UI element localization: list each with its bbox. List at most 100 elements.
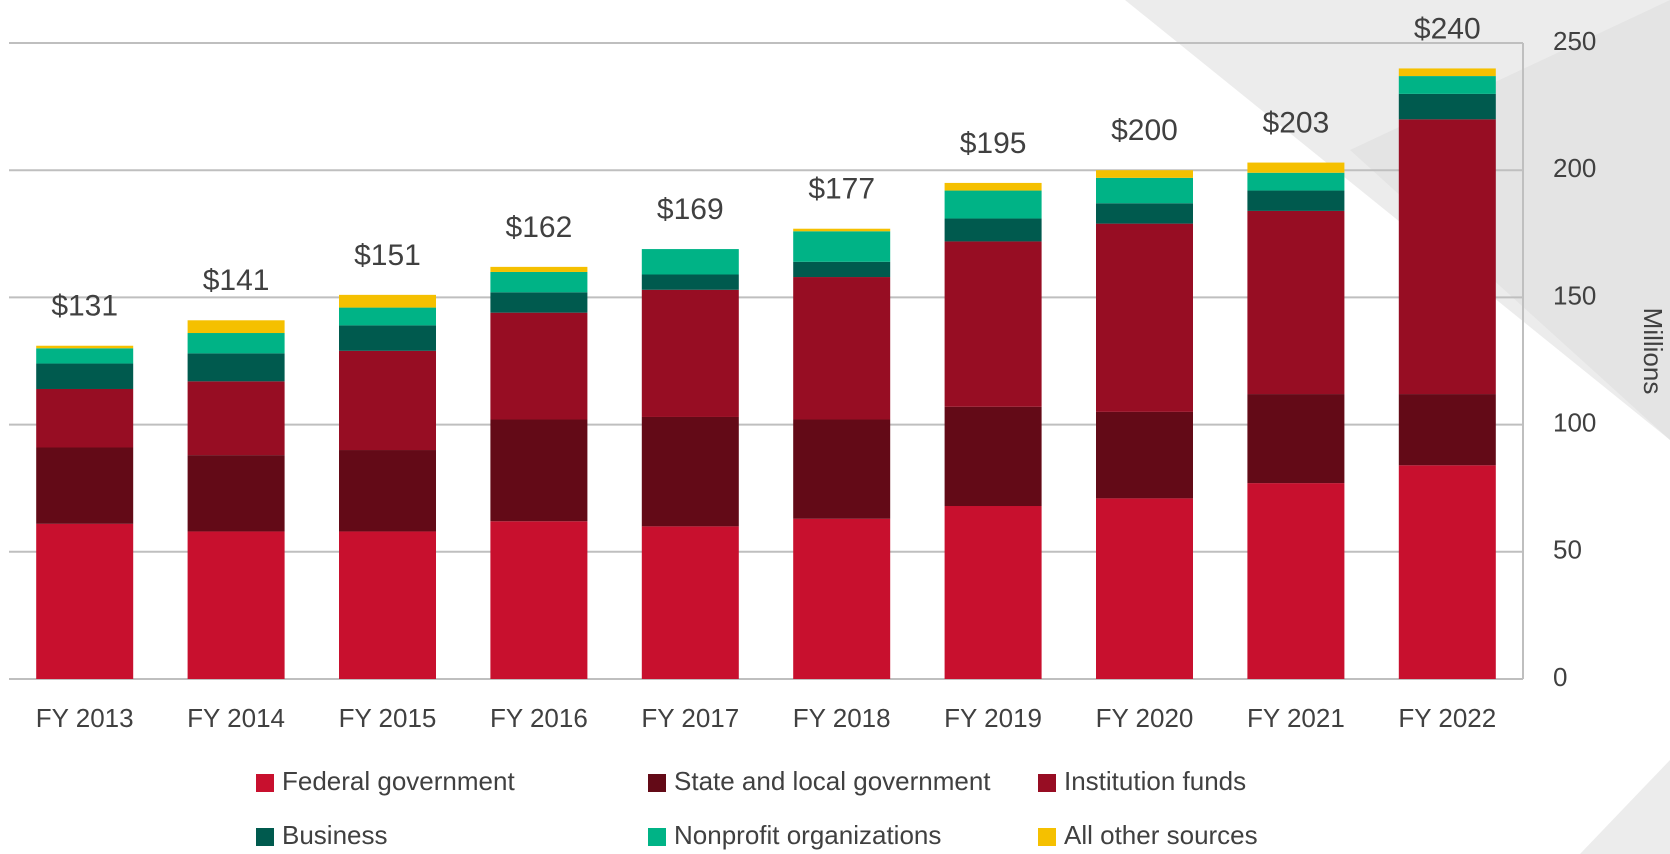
total-label: $240 bbox=[1414, 12, 1481, 45]
bar-segment bbox=[944, 182, 1042, 191]
bar-segment bbox=[1398, 76, 1496, 94]
bar-segment bbox=[1247, 210, 1345, 395]
background-shape bbox=[1350, 0, 1670, 440]
legend-swatch bbox=[648, 774, 666, 792]
legend-label: Business bbox=[282, 820, 388, 850]
bar-segment bbox=[1247, 190, 1345, 211]
bar-segment bbox=[1096, 170, 1193, 178]
bar-segment bbox=[1096, 411, 1193, 499]
legend-label: Institution funds bbox=[1064, 766, 1246, 796]
bar-segment bbox=[187, 353, 285, 382]
bar-segment bbox=[490, 521, 588, 679]
bar-segment bbox=[641, 416, 739, 527]
bar-segment bbox=[490, 271, 588, 293]
y-tick-label: 0 bbox=[1553, 662, 1567, 692]
total-label: $141 bbox=[203, 264, 270, 297]
legend-swatch bbox=[648, 828, 666, 846]
bar-segment bbox=[339, 531, 436, 679]
y-tick-label: 150 bbox=[1553, 280, 1596, 310]
bar-segment bbox=[1247, 394, 1345, 484]
total-label: $151 bbox=[354, 239, 421, 272]
bar-segment bbox=[641, 274, 739, 290]
bar-segment bbox=[1096, 203, 1193, 224]
legend-label: Nonprofit organizations bbox=[674, 820, 941, 850]
total-label: $131 bbox=[51, 290, 118, 323]
total-label: $200 bbox=[1111, 114, 1178, 147]
y-tick-label: 200 bbox=[1553, 153, 1596, 183]
bar-segment bbox=[490, 266, 588, 272]
bar-segment bbox=[490, 419, 588, 522]
bar-segment bbox=[641, 289, 739, 417]
bar-segment bbox=[1398, 465, 1496, 679]
x-tick-label: FY 2019 bbox=[944, 703, 1042, 733]
legend-label: Federal government bbox=[282, 766, 515, 796]
legend-swatch bbox=[1038, 828, 1056, 846]
legend-label: All other sources bbox=[1064, 820, 1258, 850]
x-tick-label: FY 2015 bbox=[339, 703, 437, 733]
bar-segment bbox=[490, 292, 588, 313]
legend-swatch bbox=[1038, 774, 1056, 792]
bar-segment bbox=[187, 333, 285, 354]
y-tick-label: 100 bbox=[1553, 407, 1596, 437]
x-tick-label: FY 2020 bbox=[1096, 703, 1194, 733]
bar-segment bbox=[1398, 394, 1496, 466]
legend-swatch bbox=[256, 774, 274, 792]
bar-segment bbox=[793, 231, 891, 262]
bar-segment bbox=[793, 261, 891, 278]
bar-segment bbox=[36, 363, 134, 389]
bar-segment bbox=[1096, 177, 1193, 204]
x-tick-label: FY 2016 bbox=[490, 703, 588, 733]
y-tick-label: 250 bbox=[1553, 26, 1596, 56]
bar-segment bbox=[339, 325, 436, 351]
legend-label: State and local government bbox=[674, 766, 991, 796]
bar-segment bbox=[944, 190, 1042, 219]
y-axis-label: Millions bbox=[1638, 308, 1668, 395]
bar-segment bbox=[187, 455, 285, 532]
total-label: $177 bbox=[808, 173, 875, 206]
x-tick-label: FY 2018 bbox=[793, 703, 891, 733]
bar-segment bbox=[641, 249, 739, 275]
bar-segment bbox=[1398, 68, 1496, 77]
x-tick-label: FY 2013 bbox=[36, 703, 134, 733]
x-tick-label: FY 2014 bbox=[187, 703, 285, 733]
y-tick-label: 50 bbox=[1553, 535, 1582, 565]
bar-segment bbox=[36, 447, 134, 524]
x-tick-label: FY 2017 bbox=[641, 703, 739, 733]
bar-segment bbox=[36, 523, 134, 679]
bar-segment bbox=[793, 277, 891, 420]
bar-segment bbox=[339, 307, 436, 326]
total-label: $162 bbox=[506, 211, 573, 244]
bar-segment bbox=[944, 406, 1042, 507]
bar-segment bbox=[187, 531, 285, 679]
x-tick-label: FY 2021 bbox=[1247, 703, 1345, 733]
bar-segment bbox=[36, 345, 134, 349]
bar-segment bbox=[793, 518, 891, 679]
bar-segment bbox=[187, 320, 285, 334]
legend-swatch bbox=[256, 828, 274, 846]
bar-segment bbox=[339, 450, 436, 532]
bar-segment bbox=[944, 506, 1042, 679]
bar-segment bbox=[1247, 172, 1345, 191]
bar-segment bbox=[339, 350, 436, 451]
bar-segment bbox=[1247, 162, 1345, 173]
bar-segment bbox=[641, 526, 739, 679]
bar-segment bbox=[36, 388, 134, 448]
x-tick-label: FY 2022 bbox=[1398, 703, 1496, 733]
bar-segment bbox=[36, 348, 134, 364]
total-label: $203 bbox=[1263, 106, 1330, 139]
bar-segment bbox=[793, 228, 891, 232]
bar-segment bbox=[944, 218, 1042, 242]
bar-segment bbox=[1096, 223, 1193, 412]
bar-segment bbox=[793, 419, 891, 519]
total-label: $169 bbox=[657, 193, 724, 226]
bar-segment bbox=[339, 294, 436, 308]
total-label: $195 bbox=[960, 127, 1027, 160]
bar-segment bbox=[1398, 93, 1496, 120]
bar-segment bbox=[1398, 119, 1496, 395]
background-shape bbox=[1580, 760, 1670, 854]
bar-segment bbox=[944, 241, 1042, 407]
bar-segment bbox=[187, 381, 285, 456]
bar-segment bbox=[490, 312, 588, 420]
bar-segment bbox=[1096, 498, 1193, 679]
